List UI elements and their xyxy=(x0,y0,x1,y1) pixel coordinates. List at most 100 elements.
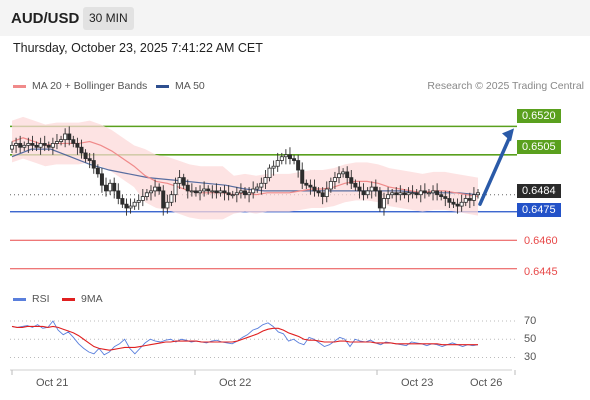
candle-body xyxy=(312,186,317,192)
candle-body xyxy=(157,186,162,192)
candle-body xyxy=(124,203,129,209)
candle-body xyxy=(463,198,468,203)
candle-body xyxy=(267,167,272,179)
candle-body xyxy=(242,190,247,196)
candle-body xyxy=(95,167,100,175)
candle-body xyxy=(361,190,366,196)
candle-body xyxy=(373,186,378,192)
candle-body xyxy=(50,143,55,148)
candle-body xyxy=(418,190,423,196)
candle-body xyxy=(132,201,137,207)
candle-body xyxy=(198,190,203,194)
candle-body xyxy=(18,143,23,148)
candle-body xyxy=(9,144,14,150)
candle-body xyxy=(71,139,76,144)
candle-body xyxy=(443,196,448,199)
candle-body xyxy=(332,177,337,182)
candle-body xyxy=(54,141,59,144)
candle-body xyxy=(67,133,72,141)
rsi-tick-50: 50 xyxy=(524,333,537,345)
candle-body xyxy=(353,182,358,188)
candle-body xyxy=(308,184,313,188)
candle-body xyxy=(275,160,280,167)
level-tag-current: 0.6484 xyxy=(517,184,561,198)
level-tag-r1: 0.6505 xyxy=(517,140,561,154)
candle-body xyxy=(112,182,117,192)
candle-body xyxy=(414,192,419,196)
candle-body xyxy=(439,194,444,197)
candle-body xyxy=(222,190,227,194)
candle-body xyxy=(38,143,43,148)
candle-body xyxy=(173,182,178,196)
candle-body xyxy=(153,186,158,192)
candle-body xyxy=(394,192,399,196)
symbol-title: AUD/USD xyxy=(11,10,80,27)
candle-body xyxy=(255,186,260,190)
candle-body xyxy=(218,190,223,194)
candle-body xyxy=(447,198,452,203)
timeframe-button[interactable]: 30 MIN xyxy=(83,7,134,30)
candle-body xyxy=(292,158,297,161)
candle-body xyxy=(189,190,194,193)
level-tag-s1: 0.6475 xyxy=(517,203,561,217)
candle-body xyxy=(287,154,292,160)
x-label-oct21: Oct 21 xyxy=(36,377,69,389)
candle-body xyxy=(259,182,264,188)
candle-body xyxy=(410,192,415,195)
candle-body xyxy=(451,201,456,205)
candle-body xyxy=(398,192,403,196)
candle-body xyxy=(193,190,198,194)
ma9-swatch xyxy=(62,297,75,301)
candle-body xyxy=(369,186,374,192)
candle-body xyxy=(349,177,354,184)
rsi-line xyxy=(11,320,479,356)
candle-body xyxy=(263,177,268,184)
candle-body xyxy=(320,192,325,197)
candle-body xyxy=(59,139,64,142)
candle-body xyxy=(324,188,329,197)
candle-body xyxy=(104,184,109,192)
candle-body xyxy=(177,177,182,184)
candle-body xyxy=(328,181,333,190)
candle-body xyxy=(467,198,472,201)
candle-body xyxy=(406,192,411,196)
candle-body xyxy=(247,192,252,196)
candle-body xyxy=(431,190,436,194)
candle-body xyxy=(185,184,190,192)
candle-body xyxy=(316,190,321,194)
candle-body xyxy=(455,203,460,207)
candle-body xyxy=(83,152,88,160)
forecast-arrow-shaft xyxy=(478,134,512,206)
x-label-oct23: Oct 23 xyxy=(401,377,434,389)
candle-body xyxy=(402,192,407,196)
candle-body xyxy=(99,173,104,186)
candle-body xyxy=(108,182,113,192)
candle-body xyxy=(87,158,92,161)
candle-body xyxy=(234,192,239,196)
candle-body xyxy=(206,188,211,192)
legend-rsi: RSI xyxy=(13,293,50,305)
forecast-arrow-head xyxy=(502,128,514,142)
candle-body xyxy=(226,192,231,196)
legend-ma20: MA 20 + Bollinger Bands xyxy=(13,80,147,92)
candle-body xyxy=(14,143,19,146)
research-credit: Research © 2025 Trading Central xyxy=(427,80,584,92)
rsi-tick-70: 70 xyxy=(524,315,537,327)
candle-body xyxy=(381,198,386,209)
candle-body xyxy=(304,182,309,186)
candle-body xyxy=(63,133,68,141)
candle-body xyxy=(79,146,84,154)
candle-body xyxy=(341,171,346,175)
ma20-swatch xyxy=(13,84,26,88)
candle-body xyxy=(30,143,35,146)
candle-body xyxy=(116,190,121,199)
candle-body xyxy=(128,205,133,209)
candle-body xyxy=(390,192,395,196)
candle-body xyxy=(283,154,288,158)
bollinger-band xyxy=(12,116,478,220)
candle-body xyxy=(22,144,27,148)
candle-body xyxy=(251,188,256,194)
rsi-ma-line xyxy=(11,325,478,351)
candle-body xyxy=(386,194,391,199)
candle-body xyxy=(140,196,145,201)
